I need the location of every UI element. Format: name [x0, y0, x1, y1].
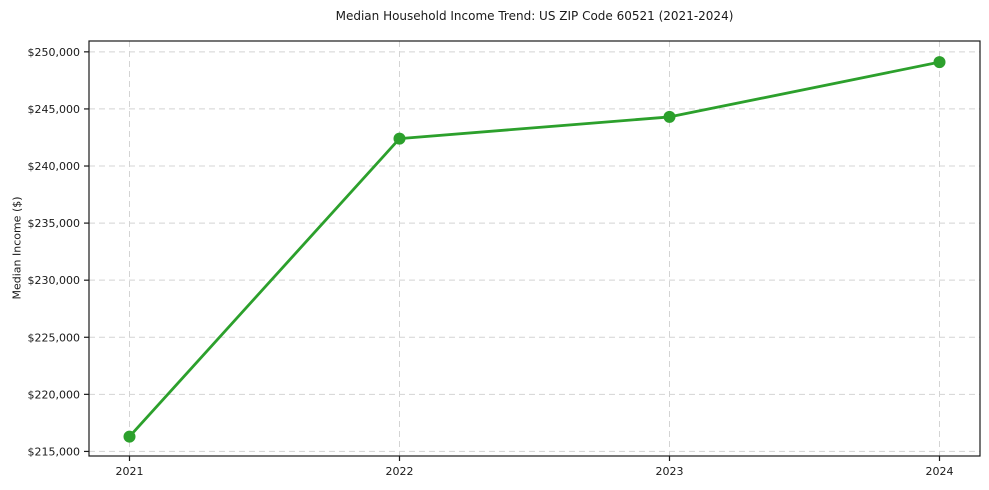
data-point: [123, 430, 136, 443]
y-tick-label: $245,000: [28, 103, 81, 116]
y-tick-label: $230,000: [28, 274, 81, 287]
x-tick-label: 2021: [116, 465, 144, 478]
x-tick-label: 2024: [926, 465, 954, 478]
chart-title: Median Household Income Trend: US ZIP Co…: [335, 9, 734, 23]
x-tick-label: 2022: [386, 465, 414, 478]
x-tick-label: 2023: [656, 465, 684, 478]
data-point: [663, 110, 676, 123]
y-tick-label: $240,000: [28, 160, 81, 173]
data-point: [393, 132, 406, 145]
y-tick-label: $250,000: [28, 46, 81, 59]
trend-line: [128, 60, 941, 438]
y-tick-label: $220,000: [28, 388, 81, 401]
y-tick-label: $225,000: [28, 331, 81, 344]
y-tick-label: $215,000: [28, 445, 81, 458]
data-point: [933, 56, 946, 69]
plot-frame: [88, 40, 981, 457]
y-tick-label: $235,000: [28, 217, 81, 230]
